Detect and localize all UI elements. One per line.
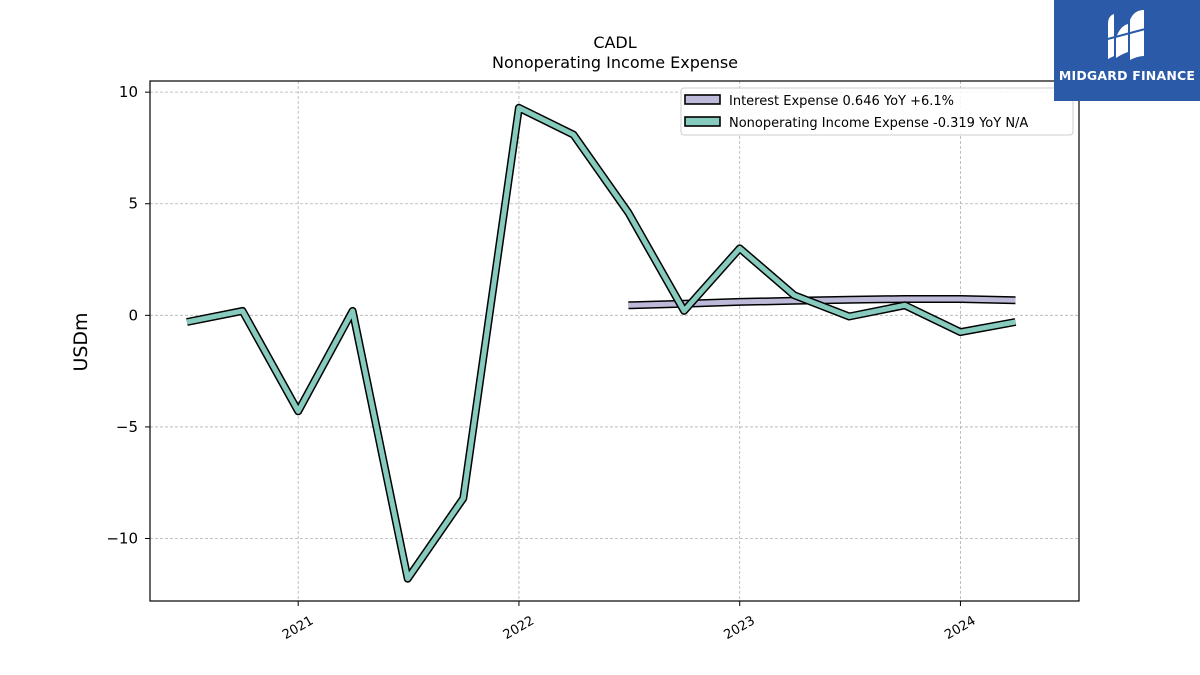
legend-label: Interest Expense 0.646 YoY +6.1%	[729, 94, 954, 109]
series-line-outline	[186, 103, 1017, 583]
series-layer	[186, 103, 1017, 583]
x-tick-label: 2024	[942, 613, 978, 643]
legend-box	[680, 87, 1074, 136]
axis-ticks: 10 5 0 −5 −10 2021 2022 2023 2024	[106, 83, 978, 643]
chart-title: CADL	[593, 33, 636, 52]
midgard-finance-logo: MIDGARD FINANCE	[1054, 0, 1200, 101]
y-tick-label: −10	[106, 530, 138, 548]
y-tick-label: 0	[128, 306, 138, 324]
chart-subtitle: Nonoperating Income Expense	[492, 53, 738, 72]
y-tick-label: −5	[116, 418, 138, 436]
x-tick-label: 2021	[280, 613, 316, 643]
legend-swatch	[684, 94, 721, 105]
plot-frame	[149, 80, 1080, 602]
logo-mark-icon	[1103, 10, 1150, 60]
legend-label: Nonoperating Income Expense -0.319 YoY N…	[729, 116, 1028, 131]
y-tick-label: 5	[128, 195, 138, 213]
series-2	[186, 103, 1017, 583]
legend: Interest Expense 0.646 YoY +6.1% Nonopera…	[680, 87, 1074, 136]
x-tick-label: 2022	[501, 613, 537, 643]
x-tick-label: 2023	[722, 613, 758, 643]
logo-text: MIDGARD FINANCE	[1058, 68, 1196, 83]
y-axis-label: USDm	[70, 312, 92, 371]
y-tick-label: 10	[119, 83, 138, 101]
grid	[150, 81, 1079, 601]
legend-swatch	[684, 116, 721, 127]
series-line	[186, 105, 1016, 582]
